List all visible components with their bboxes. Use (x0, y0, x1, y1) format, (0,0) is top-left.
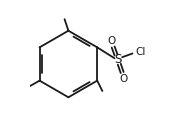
Text: Cl: Cl (136, 47, 146, 57)
Text: S: S (114, 53, 121, 66)
Text: O: O (108, 36, 116, 46)
Text: O: O (119, 74, 128, 84)
